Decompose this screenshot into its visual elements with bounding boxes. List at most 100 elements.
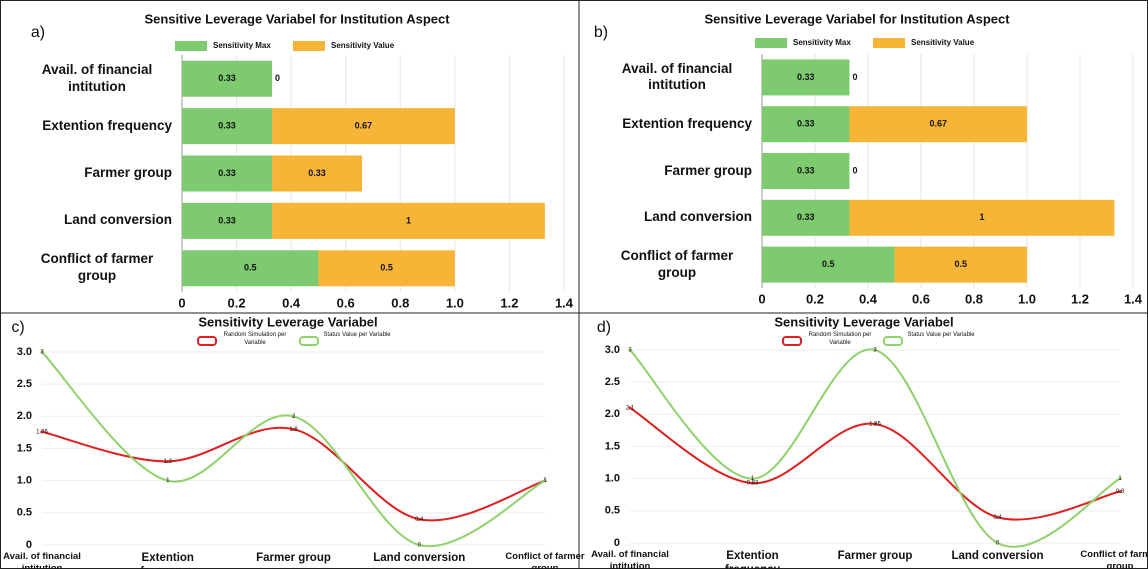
data-label: 1.8 <box>289 427 298 433</box>
x-tick-label: 0.4 <box>859 291 878 306</box>
point <box>40 350 44 354</box>
bar <box>762 246 895 283</box>
line <box>41 351 546 548</box>
y-tick-label: 3.0 <box>605 344 620 356</box>
data-label: 0.4 <box>993 515 1002 521</box>
bar <box>894 246 1027 283</box>
bar <box>318 250 455 287</box>
legend-label: Random Simulation per Variable <box>223 332 287 346</box>
point <box>292 414 295 418</box>
legend-swatch <box>293 41 325 51</box>
legend-label: Sensitivity Max <box>213 41 271 50</box>
data-label: 1.76 <box>36 429 48 435</box>
bar <box>182 60 273 97</box>
x-tick-label: Conflict of farmer group <box>505 551 585 569</box>
bar <box>762 106 850 143</box>
x-tick-label: 0.2 <box>806 291 824 306</box>
data-label: 0.33 <box>797 72 815 82</box>
data-label: 0.8 <box>1116 489 1125 495</box>
point <box>40 430 44 434</box>
data-label: 1 <box>543 478 547 484</box>
y-tick-label: 1.0 <box>17 475 32 487</box>
data-label: 0.33 <box>797 165 815 175</box>
y-tick-label: Avail. of financial intitution <box>41 61 153 94</box>
bar <box>182 155 273 192</box>
point <box>543 479 547 483</box>
data-label: 0.5 <box>822 259 835 269</box>
point <box>166 479 170 483</box>
bar <box>849 199 1115 236</box>
panel-label: c) <box>11 319 24 336</box>
x-tick-label: 1.2 <box>1071 291 1089 306</box>
x-tick-label: Extention frequency <box>140 552 195 569</box>
y-tick-label: 2.5 <box>605 376 620 388</box>
x-tick-label: 1.0 <box>446 295 464 310</box>
chart-title: Sensitive Leverage Variabel for Institut… <box>144 11 450 26</box>
legend-label: Status Value per Variable <box>323 332 391 338</box>
data-label: 1 <box>751 476 755 482</box>
y-tick-label: Conflict of farmer group <box>620 247 734 280</box>
data-label: 0 <box>418 543 422 549</box>
y-tick-label: 3.0 <box>17 346 32 358</box>
point <box>751 481 754 485</box>
panel-label: a) <box>31 24 45 41</box>
data-label: 3 <box>40 350 44 356</box>
legend-swatch <box>883 336 903 346</box>
panel-label: b) <box>594 24 608 41</box>
point <box>292 427 295 431</box>
data-label: 3 <box>628 348 632 354</box>
data-label: 0.33 <box>218 215 236 225</box>
data-label: 1.85 <box>869 422 881 428</box>
x-tick-label: 1.4 <box>1124 291 1143 306</box>
point <box>166 459 170 463</box>
y-tick-label: 2.5 <box>17 378 32 390</box>
data-label: 0.5 <box>954 259 967 269</box>
point <box>996 541 999 545</box>
legend-swatch <box>873 38 905 48</box>
legend-label: Random Simulation per Variable <box>808 332 872 346</box>
data-label: 0.33 <box>218 73 236 83</box>
x-tick-label: 0.2 <box>228 295 246 310</box>
chart-title: Sensitivity Leverage Variabel <box>198 314 377 329</box>
data-label: 0.33 <box>218 168 236 178</box>
data-label: 0.33 <box>308 168 326 178</box>
data-label: 0.67 <box>929 119 947 129</box>
x-tick-label: 0.6 <box>912 291 930 306</box>
x-tick-label: 1.0 <box>1018 291 1036 306</box>
x-tick-label: Land conversion <box>951 550 1044 562</box>
data-label: 0 <box>996 541 1000 547</box>
chart-title: Sensitive Leverage Variabel for Institut… <box>704 11 1010 26</box>
y-tick-label: 0 <box>26 539 32 551</box>
point <box>873 348 877 352</box>
y-tick-label: Land conversion <box>643 209 752 225</box>
y-tick-label: 2.0 <box>605 408 620 420</box>
x-tick-label: Farmer group <box>837 550 913 562</box>
legend-label: Status Value per Variable <box>907 332 975 338</box>
data-label: 0 <box>852 72 857 82</box>
data-label: 0.5 <box>380 263 393 273</box>
panel-label: d) <box>597 319 611 336</box>
bar <box>849 106 1027 143</box>
data-label: 1 <box>166 478 170 484</box>
legend-label: Sensitivity Max <box>793 38 851 47</box>
point <box>1118 490 1122 494</box>
x-tick-label: Land conversion <box>373 552 466 564</box>
bar <box>272 108 455 145</box>
x-tick-label: Avail. of financial intitution <box>591 549 669 569</box>
x-tick-label: 0 <box>178 295 185 310</box>
point <box>996 515 999 519</box>
legend-label: Sensitivity Value <box>331 41 395 50</box>
bar <box>762 199 850 236</box>
y-tick-label: Conflict of farmer group <box>40 251 154 284</box>
bar <box>182 202 273 239</box>
line <box>629 348 1121 548</box>
y-tick-label: 1.5 <box>17 442 32 454</box>
y-tick-label: Extention frequency <box>622 115 752 131</box>
data-label: 0 <box>275 73 280 83</box>
x-tick-label: Farmer group <box>256 552 331 564</box>
point <box>417 543 421 547</box>
point <box>751 477 754 481</box>
x-tick-label: 0.6 <box>337 295 355 310</box>
